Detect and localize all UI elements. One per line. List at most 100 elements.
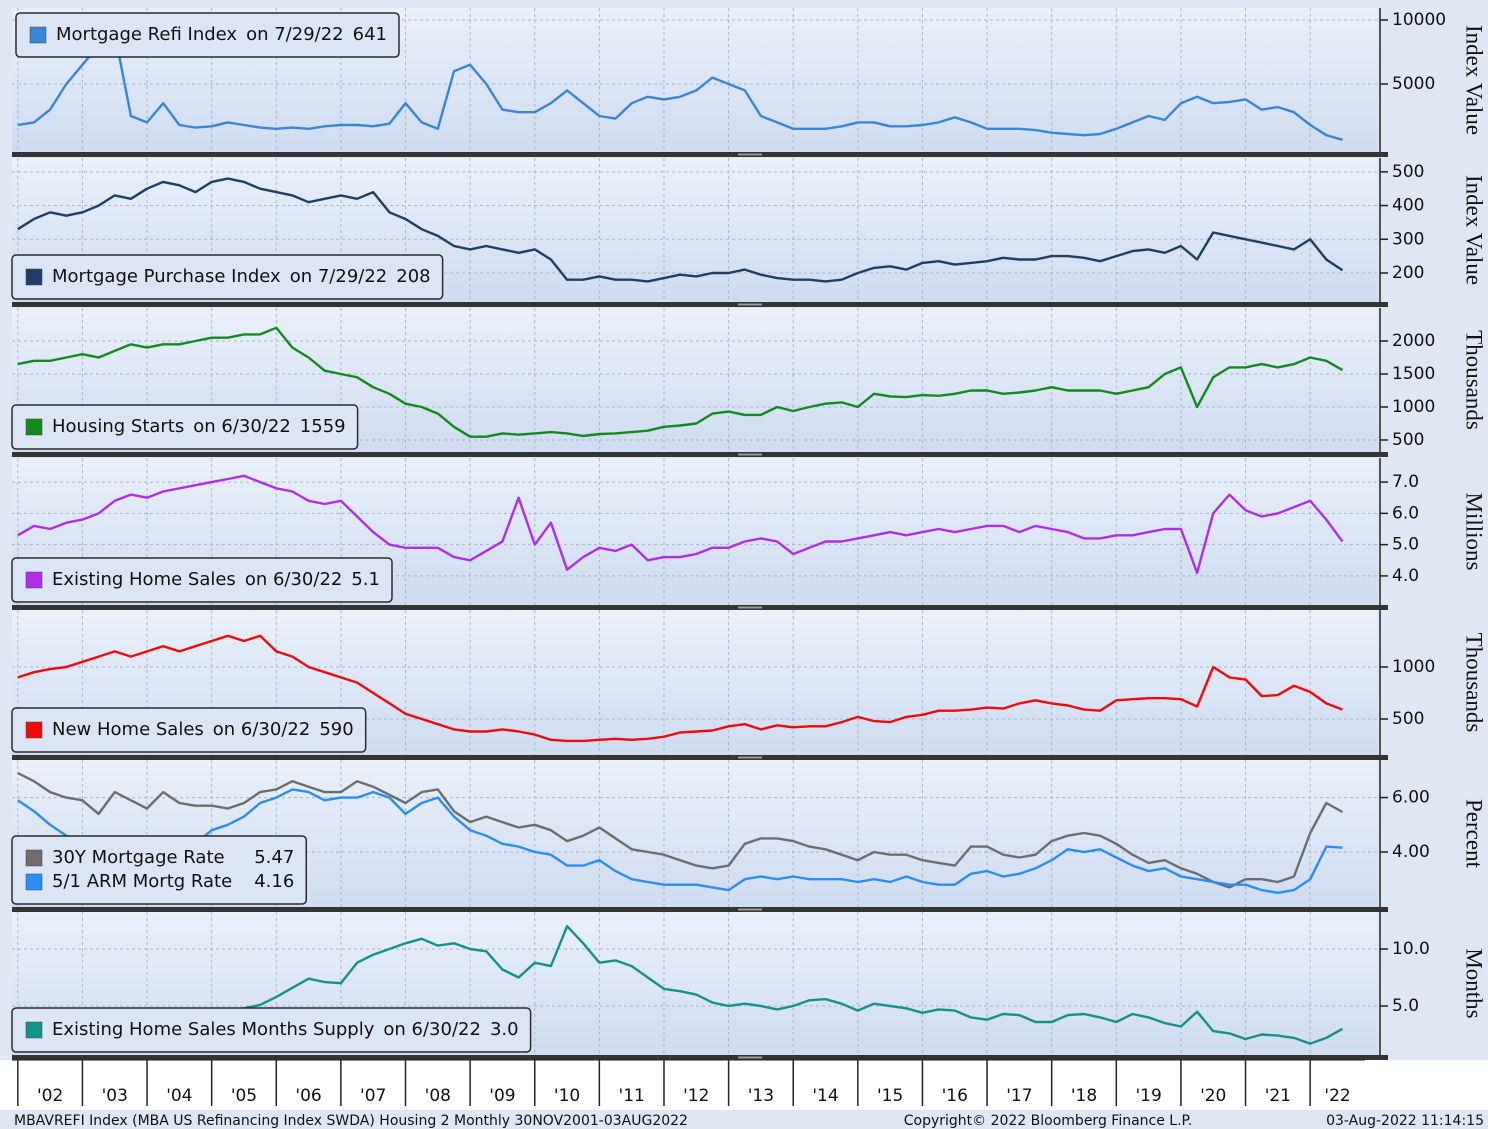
y-tick-label: 6.00 [1392, 788, 1430, 808]
legend: Housing Starts on 6/30/22 1559 [11, 404, 359, 450]
y-tick-label: 5000 [1392, 74, 1435, 94]
y-tick-label: 10000 [1392, 10, 1446, 30]
x-tick-label: '08 [425, 1086, 451, 1106]
panel-separator [12, 755, 1388, 760]
legend-name: Housing Starts [52, 416, 184, 437]
legend: Existing Home Sales on 6/30/22 5.1 [11, 557, 393, 603]
legend-name: Existing Home Sales Months Supply [52, 1019, 375, 1040]
series-line [17, 788, 1343, 894]
y-tick-label: 500 [1392, 162, 1424, 182]
legend-last-value: 641 [353, 24, 387, 45]
legend: Mortgage Purchase Index on 7/29/22 208 [11, 254, 444, 300]
series-line [17, 31, 1343, 141]
x-tick-label: '02 [37, 1086, 63, 1106]
y-axis-title: Thousands [1462, 330, 1487, 430]
x-tick-label: '19 [1135, 1086, 1161, 1106]
separator-grip [738, 453, 762, 456]
series-line [17, 772, 1344, 889]
y-axis-title: Thousands [1462, 633, 1487, 733]
legend-last-value: 5.47 [254, 847, 294, 868]
legend-box [11, 707, 367, 753]
legend-last-value: 3.0 [490, 1019, 519, 1040]
y-axis-title: Millions [1462, 493, 1487, 571]
panels: 5000 10000 Index Value Mortgage Refi Index o… [0, 8, 1488, 1110]
panel-separator [12, 302, 1388, 307]
panel-separator [12, 605, 1388, 610]
legend-name: 30Y Mortgage Rate [52, 847, 225, 868]
y-tick-label: 4.00 [1392, 842, 1430, 862]
legend: Mortgage Refi Index on 7/29/22 641 [15, 12, 400, 58]
footer-left: MBAVREFI Index (MBA US Refinancing Index… [14, 1113, 688, 1129]
legend-date: on 6/30/22 [245, 569, 343, 590]
series-line [17, 474, 1344, 574]
legend: Existing Home Sales Months Supply on 6/30… [11, 1007, 532, 1053]
y-tick-label: 200 [1392, 263, 1424, 283]
x-tick-label: '20 [1200, 1086, 1226, 1106]
y-tick-label: 1500 [1392, 364, 1435, 384]
y-tick-label: 500 [1392, 430, 1424, 450]
series-line [17, 326, 1344, 438]
legend-date: on 7/29/22 [290, 266, 388, 287]
legend-name: New Home Sales [52, 719, 204, 740]
y-tick-label: 400 [1392, 196, 1424, 216]
series-line [17, 177, 1344, 283]
legend-box [15, 12, 400, 58]
x-tick-label: '06 [295, 1086, 321, 1106]
panel-separator [12, 452, 1388, 457]
y-tick-label: 7.0 [1392, 472, 1419, 492]
y-axis-title: Index Value [1462, 175, 1487, 285]
x-tick-label: '05 [231, 1086, 257, 1106]
legend-date: on 6/30/22 [213, 719, 311, 740]
legend-swatch [25, 268, 43, 286]
legend-date: on 7/29/22 [246, 24, 344, 45]
legend: New Home Sales on 6/30/22 590 [11, 707, 367, 753]
separator-grip [738, 153, 762, 156]
y-tick-label: 500 [1392, 709, 1424, 729]
legend-box [11, 557, 393, 603]
legend-swatch [25, 418, 43, 436]
y-tick-label: 6.0 [1392, 503, 1419, 523]
legend-swatch [29, 26, 47, 44]
series-line [17, 634, 1343, 743]
x-tick-label: '04 [166, 1086, 192, 1106]
separator-grip [738, 908, 762, 911]
x-tick-label: '21 [1265, 1086, 1291, 1106]
separator-grip [738, 1056, 762, 1059]
x-tick-label: '03 [102, 1086, 128, 1106]
legend-box [11, 1007, 532, 1053]
y-tick-label: 5.0 [1392, 535, 1419, 555]
legend-name: Mortgage Refi Index [56, 24, 237, 45]
legend: 30Y Mortgage Rate 5/1 ARM Mortg Rate 5.47 4… [11, 835, 308, 905]
y-axis-title: Index Value [1462, 25, 1487, 135]
panel-separator [12, 907, 1388, 912]
x-tick-label: '13 [748, 1086, 774, 1106]
legend-box [11, 254, 444, 300]
x-tick-label: '07 [360, 1086, 386, 1106]
x-tick-label: '10 [554, 1086, 580, 1106]
legend-last-value: 208 [396, 266, 430, 287]
x-tick-label: '22 [1324, 1086, 1350, 1106]
footer-right: 03-Aug-2022 11:14:15 [1326, 1113, 1484, 1129]
legend-date: on 6/30/22 [383, 1019, 481, 1040]
y-axis-title: Months [1462, 948, 1487, 1018]
y-tick-label: 4.0 [1392, 566, 1419, 586]
legend-name: 5/1 ARM Mortg Rate [52, 871, 232, 892]
y-tick-label: 1000 [1392, 397, 1435, 417]
y-axis-title: Percent [1462, 799, 1487, 869]
x-tick-label: '18 [1071, 1086, 1097, 1106]
legend-name: Mortgage Purchase Index [52, 266, 281, 287]
legend-swatch [25, 849, 43, 867]
footer-center: Copyright© 2022 Bloomberg Finance L.P. [904, 1113, 1193, 1129]
separator-grip [738, 606, 762, 609]
y-tick-label: 10.0 [1392, 939, 1430, 959]
y-tick-label: 5.0 [1392, 996, 1419, 1016]
y-tick-label: 2000 [1392, 331, 1435, 351]
y-tick-label: 1000 [1392, 657, 1435, 677]
legend-swatch [25, 873, 43, 891]
legend-date: on 6/30/22 [193, 416, 291, 437]
legend-last-value: 1559 [300, 416, 346, 437]
x-tick-label: '16 [942, 1086, 968, 1106]
x-tick-label: '12 [683, 1086, 709, 1106]
panel-separator [12, 152, 1388, 157]
legend-swatch [25, 721, 43, 739]
